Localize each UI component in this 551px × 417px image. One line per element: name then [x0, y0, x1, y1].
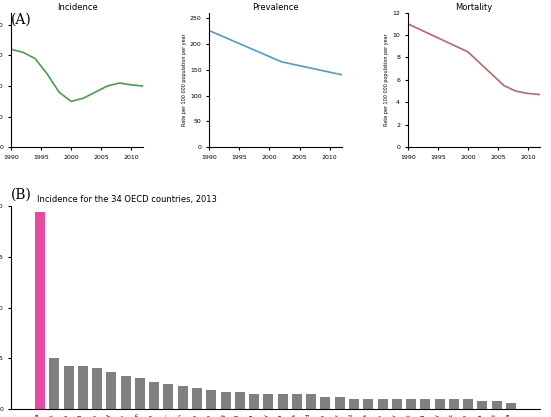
Bar — [164, 384, 174, 409]
Bar — [420, 399, 430, 409]
Bar — [463, 399, 473, 409]
Title: Mortality: Mortality — [455, 3, 493, 12]
Bar — [192, 388, 202, 409]
Bar — [477, 401, 488, 409]
Text: Incidence for the 34 OECD countries, 2013: Incidence for the 34 OECD countries, 201… — [37, 195, 217, 204]
Bar — [50, 358, 60, 409]
Bar — [78, 366, 88, 409]
Bar — [306, 394, 316, 409]
Bar — [292, 394, 302, 409]
Bar — [449, 399, 459, 409]
Bar — [121, 376, 131, 409]
Bar — [63, 366, 74, 409]
Title: Incidence: Incidence — [57, 3, 98, 12]
Bar — [278, 394, 288, 409]
Bar — [235, 392, 245, 409]
Y-axis label: Rate per 100 000 population per year: Rate per 100 000 population per year — [182, 33, 187, 126]
Bar — [349, 399, 359, 409]
Bar — [334, 397, 345, 409]
Bar — [135, 378, 145, 409]
Bar — [249, 394, 259, 409]
Bar — [491, 401, 501, 409]
Text: (A): (A) — [11, 13, 32, 27]
Bar — [35, 212, 45, 409]
Bar — [220, 392, 230, 409]
Bar — [377, 399, 387, 409]
Bar — [178, 387, 188, 409]
Bar — [149, 382, 159, 409]
Bar — [406, 399, 416, 409]
Bar — [392, 399, 402, 409]
Bar — [206, 390, 217, 409]
Bar — [106, 372, 116, 409]
Text: (B): (B) — [11, 188, 32, 202]
Bar — [263, 394, 273, 409]
Bar — [363, 399, 373, 409]
Bar — [321, 397, 331, 409]
Bar — [92, 368, 102, 409]
Bar — [435, 399, 445, 409]
Y-axis label: Rate per 100 000 population per year: Rate per 100 000 population per year — [385, 33, 390, 126]
Bar — [506, 402, 516, 409]
Title: Prevalence: Prevalence — [252, 3, 299, 12]
